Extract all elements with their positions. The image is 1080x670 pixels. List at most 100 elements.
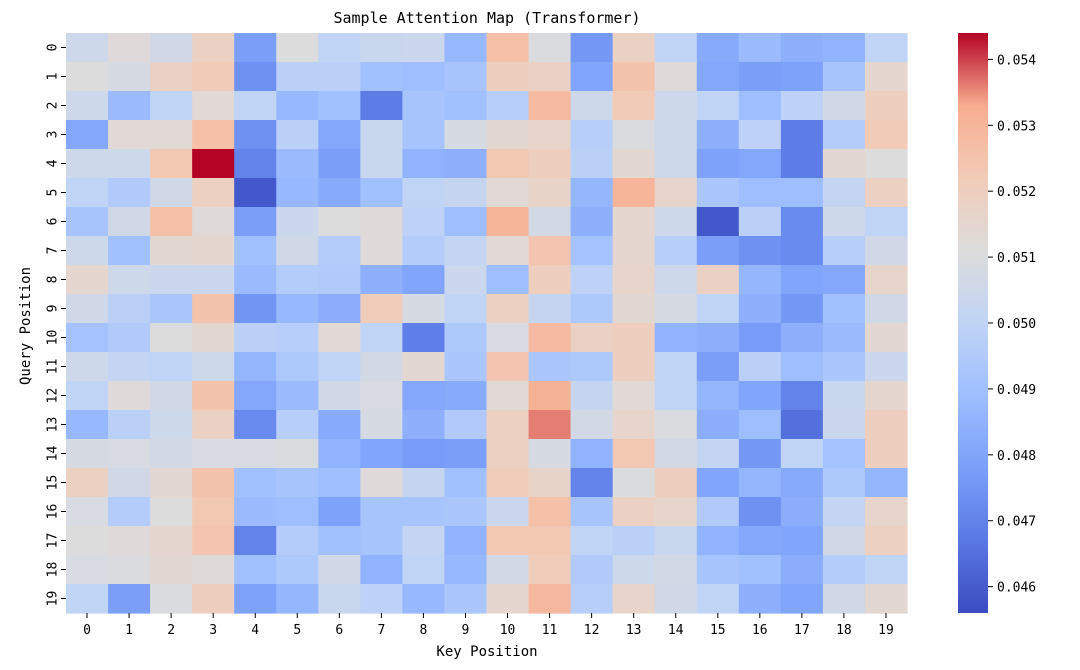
x-axis-label: Key Position bbox=[436, 644, 537, 660]
heatmap-cell-r17-c2 bbox=[150, 526, 193, 556]
x-axis-ticks: 0 1 2 3 4 5 6 7 8 9 10 11 12 13 14 15 16 17 18 19 bbox=[83, 613, 894, 638]
heatmap-cell-r11-c11 bbox=[528, 352, 572, 382]
heatmap-cell-r19-c19 bbox=[864, 584, 908, 614]
heatmap-cell-r17-c11 bbox=[528, 526, 572, 556]
heatmap-cell-r13-c14 bbox=[654, 410, 698, 440]
heatmap-cell-r10-c0 bbox=[66, 323, 109, 353]
heatmap-cell-r14-c13 bbox=[612, 439, 656, 469]
heatmap-cell-r1-c9 bbox=[444, 62, 488, 92]
x-tick-label: 16 bbox=[752, 623, 768, 638]
heatmap-cell-r5-c15 bbox=[696, 178, 740, 208]
heatmap-cell-r7-c16 bbox=[738, 236, 782, 266]
heatmap-cell-r15-c7 bbox=[360, 468, 403, 498]
heatmap-cell-r11-c9 bbox=[444, 352, 488, 382]
heatmap-cell-r13-c0 bbox=[66, 410, 109, 440]
heatmap-cell-r18-c6 bbox=[318, 555, 361, 585]
heatmap-cell-r11-c4 bbox=[234, 352, 277, 382]
heatmap-cell-r6-c9 bbox=[444, 207, 488, 237]
heatmap-cell-r17-c12 bbox=[570, 526, 614, 556]
heatmap-cell-r5-c4 bbox=[234, 178, 277, 208]
heatmap-cell-r3-c18 bbox=[822, 120, 866, 150]
heatmap-cell-r5-c16 bbox=[738, 178, 782, 208]
heatmap-cell-r11-c7 bbox=[360, 352, 403, 382]
heatmap-cell-r5-c18 bbox=[822, 178, 866, 208]
heatmap-cell-r7-c2 bbox=[150, 236, 193, 266]
heatmap-cell-r1-c6 bbox=[318, 62, 361, 92]
heatmap-cell-r2-c16 bbox=[738, 91, 782, 121]
heatmap-cell-r3-c3 bbox=[192, 120, 235, 150]
heatmap-cell-r15-c1 bbox=[108, 468, 151, 498]
heatmap-cell-r15-c17 bbox=[780, 468, 824, 498]
heatmap-cell-r16-c17 bbox=[780, 497, 824, 527]
heatmap-cell-r10-c11 bbox=[528, 323, 572, 353]
x-tick-label: 1 bbox=[125, 623, 133, 638]
heatmap-cell-r8-c5 bbox=[276, 265, 319, 295]
heatmap-cell-r11-c14 bbox=[654, 352, 698, 382]
heatmap-cell-r5-c0 bbox=[66, 178, 109, 208]
heatmap-cell-r18-c4 bbox=[234, 555, 277, 585]
heatmap-cell-r19-c1 bbox=[108, 584, 151, 614]
heatmap-cell-r7-c14 bbox=[654, 236, 698, 266]
heatmap-cell-r9-c17 bbox=[780, 294, 824, 324]
heatmap-cell-r8-c3 bbox=[192, 265, 235, 295]
x-tick-label: 19 bbox=[878, 623, 894, 638]
heatmap-cell-r18-c0 bbox=[66, 555, 109, 585]
heatmap-cell-r16-c15 bbox=[696, 497, 740, 527]
heatmap-cell-r7-c10 bbox=[486, 236, 530, 266]
heatmap-cell-r0-c2 bbox=[150, 33, 193, 63]
heatmap-cell-r3-c16 bbox=[738, 120, 782, 150]
heatmap-cell-r7-c0 bbox=[66, 236, 109, 266]
heatmap-cell-r8-c18 bbox=[822, 265, 866, 295]
heatmap-cell-r16-c3 bbox=[192, 497, 235, 527]
heatmap-cell-r18-c5 bbox=[276, 555, 319, 585]
heatmap-cell-r9-c14 bbox=[654, 294, 698, 324]
y-tick-label: 0 bbox=[46, 44, 61, 52]
heatmap-cell-r2-c15 bbox=[696, 91, 740, 121]
heatmap-cell-r7-c18 bbox=[822, 236, 866, 266]
heatmap-cell-r13-c3 bbox=[192, 410, 235, 440]
heatmap-cell-r7-c15 bbox=[696, 236, 740, 266]
heatmap-cell-r16-c6 bbox=[318, 497, 361, 527]
heatmap-cell-r14-c17 bbox=[780, 439, 824, 469]
heatmap-cell-r10-c15 bbox=[696, 323, 740, 353]
heatmap-cell-r17-c15 bbox=[696, 526, 740, 556]
heatmap-cell-r10-c6 bbox=[318, 323, 361, 353]
heatmap-cell-r19-c11 bbox=[528, 584, 572, 614]
x-tick-label: 12 bbox=[584, 623, 600, 638]
heatmap-cell-r17-c18 bbox=[822, 526, 866, 556]
heatmap-cell-r15-c5 bbox=[276, 468, 319, 498]
heatmap-cell-r12-c7 bbox=[360, 381, 403, 411]
heatmap-cell-r7-c19 bbox=[864, 236, 908, 266]
heatmap-cell-r19-c9 bbox=[444, 584, 488, 614]
y-tick-label: 4 bbox=[46, 159, 61, 167]
heatmap-cell-r10-c18 bbox=[822, 323, 866, 353]
heatmap-cell-r1-c12 bbox=[570, 62, 614, 92]
colorbar-tick-label: 0.050 bbox=[997, 317, 1036, 332]
heatmap-cell-r17-c13 bbox=[612, 526, 656, 556]
heatmap-cell-r15-c13 bbox=[612, 468, 656, 498]
heatmap-cell-r13-c19 bbox=[864, 410, 908, 440]
heatmap-cell-r9-c13 bbox=[612, 294, 656, 324]
colorbar-tick-label: 0.051 bbox=[997, 251, 1036, 266]
heatmap-cell-r9-c19 bbox=[864, 294, 908, 324]
heatmap-cells bbox=[66, 33, 908, 614]
heatmap-cell-r7-c11 bbox=[528, 236, 572, 266]
y-axis-label: Query Position bbox=[18, 267, 34, 385]
heatmap-cell-r5-c17 bbox=[780, 178, 824, 208]
heatmap-cell-r17-c17 bbox=[780, 526, 824, 556]
heatmap-cell-r10-c4 bbox=[234, 323, 277, 353]
heatmap-cell-r4-c4 bbox=[234, 149, 277, 179]
heatmap-cell-r13-c7 bbox=[360, 410, 403, 440]
y-tick-label: 17 bbox=[46, 533, 61, 549]
heatmap-cell-r15-c3 bbox=[192, 468, 235, 498]
heatmap-cell-r18-c1 bbox=[108, 555, 151, 585]
heatmap-cell-r1-c7 bbox=[360, 62, 403, 92]
heatmap-cell-r9-c8 bbox=[402, 294, 446, 324]
heatmap-cell-r1-c10 bbox=[486, 62, 530, 92]
heatmap-cell-r12-c3 bbox=[192, 381, 235, 411]
heatmap-cell-r13-c11 bbox=[528, 410, 572, 440]
heatmap-cell-r4-c16 bbox=[738, 149, 782, 179]
heatmap-cell-r8-c7 bbox=[360, 265, 403, 295]
heatmap-cell-r5-c5 bbox=[276, 178, 319, 208]
heatmap-cell-r10-c5 bbox=[276, 323, 319, 353]
